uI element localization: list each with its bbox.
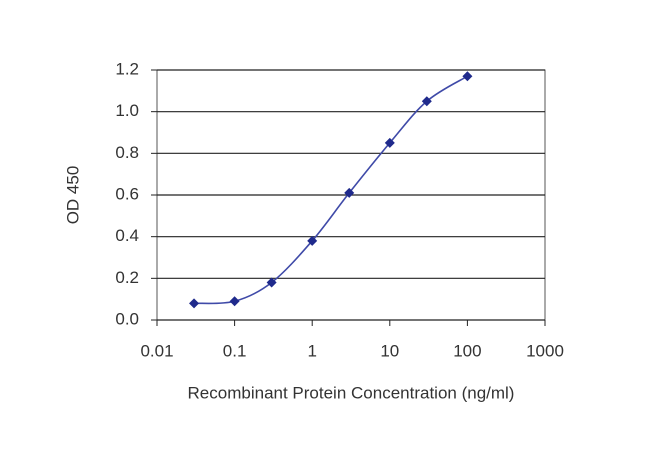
data-point bbox=[462, 71, 473, 82]
x-tick-label: 100 bbox=[453, 341, 481, 360]
y-tick-label: 0.2 bbox=[115, 268, 139, 287]
data-point bbox=[307, 235, 318, 246]
x-tick-label: 0.01 bbox=[140, 341, 173, 360]
data-point bbox=[266, 277, 277, 288]
y-tick-label: 0.0 bbox=[115, 309, 139, 328]
y-tick-label: 1.2 bbox=[115, 59, 139, 78]
y-tick-label: 1.0 bbox=[115, 101, 139, 120]
data-line bbox=[193, 75, 468, 305]
data-point bbox=[384, 137, 395, 148]
data-point bbox=[421, 96, 432, 107]
y-axis-label: OD 450 bbox=[63, 166, 82, 225]
y-tick-label: 0.4 bbox=[115, 226, 139, 245]
x-tick-label: 1000 bbox=[526, 341, 564, 360]
data-point bbox=[344, 187, 355, 198]
x-tick-label: 1 bbox=[307, 341, 316, 360]
data-point bbox=[229, 296, 240, 307]
x-tick-label: 10 bbox=[380, 341, 399, 360]
x-axis-label: Recombinant Protein Concentration (ng/ml… bbox=[188, 383, 515, 402]
y-tick-label: 0.8 bbox=[115, 143, 139, 162]
data-point bbox=[189, 298, 200, 309]
y-tick-label: 0.6 bbox=[115, 184, 139, 203]
x-tick-label: 0.1 bbox=[223, 341, 247, 360]
